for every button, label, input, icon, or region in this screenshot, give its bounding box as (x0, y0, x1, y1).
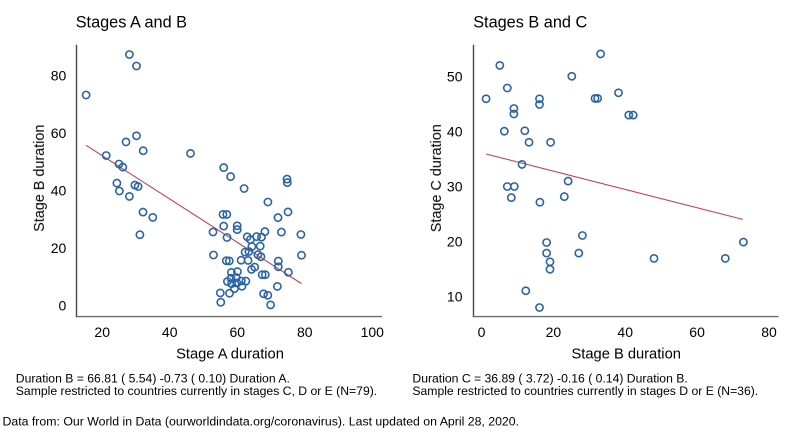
svg-text:20: 20 (546, 324, 562, 340)
svg-text:80: 80 (761, 324, 777, 340)
svg-text:60: 60 (689, 324, 705, 340)
svg-text:20: 20 (51, 240, 67, 256)
svg-text:50: 50 (447, 69, 463, 85)
svg-text:Stage A duration: Stage A duration (176, 347, 284, 363)
svg-text:Stages B and C: Stages B and C (473, 13, 587, 31)
svg-text:60: 60 (230, 324, 246, 340)
svg-text:Stage B duration: Stage B duration (32, 125, 48, 232)
svg-text:100: 100 (361, 324, 385, 340)
svg-text:20: 20 (447, 234, 463, 250)
svg-text:30: 30 (447, 179, 463, 195)
svg-text:Sample restricted to countries: Sample restricted to countries currently… (16, 384, 377, 398)
svg-text:40: 40 (162, 324, 178, 340)
svg-text:Duration C = 36.89 ( 3.72) -0.: Duration C = 36.89 ( 3.72) -0.16 ( 0.14)… (412, 371, 687, 385)
svg-text:Stage C duration: Stage C duration (429, 124, 445, 232)
svg-text:40: 40 (617, 324, 633, 340)
svg-text:0: 0 (59, 298, 67, 314)
svg-text:40: 40 (447, 124, 463, 140)
svg-text:60: 60 (51, 125, 67, 141)
svg-text:80: 80 (51, 68, 67, 84)
svg-text:Stages A and B: Stages A and B (76, 13, 187, 31)
svg-text:20: 20 (94, 324, 110, 340)
svg-text:Duration B = 66.81 ( 5.54) -0.: Duration B = 66.81 ( 5.54) -0.73 ( 0.10)… (16, 371, 290, 385)
svg-text:Stage B duration: Stage B duration (571, 347, 680, 363)
svg-text:Data from: Our World in Data (: Data from: Our World in Data (ourworldin… (3, 414, 520, 428)
svg-text:Sample restricted to countries: Sample restricted to countries currently… (412, 384, 758, 398)
svg-text:0: 0 (478, 324, 486, 340)
svg-text:10: 10 (447, 289, 463, 305)
svg-text:40: 40 (51, 183, 67, 199)
svg-text:80: 80 (297, 324, 313, 340)
